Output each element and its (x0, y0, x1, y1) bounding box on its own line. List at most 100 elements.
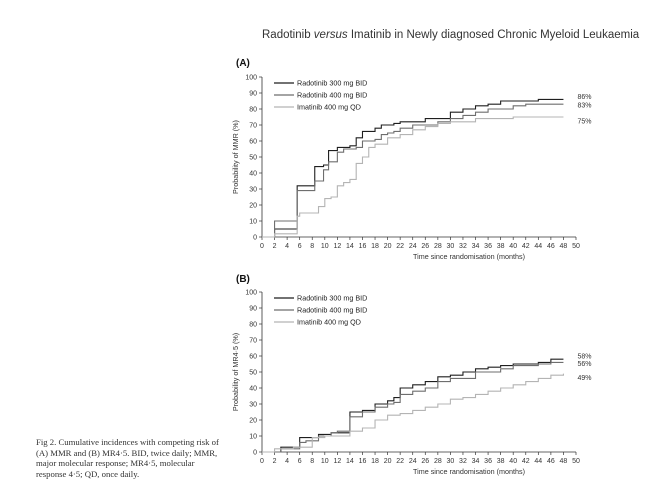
y-tick-label: 0 (253, 235, 257, 242)
series-end-label: 58% (577, 354, 591, 361)
legend-entry: Imatinib 400 mg QD (297, 318, 361, 327)
x-tick-label: 18 (371, 458, 379, 465)
series-line (262, 103, 564, 238)
x-tick-label: 46 (547, 243, 555, 250)
x-tick-label: 50 (572, 458, 580, 465)
legend-entry: Imatinib 400 mg QD (297, 103, 361, 112)
x-tick-label: 34 (472, 243, 480, 250)
x-tick-label: 6 (298, 458, 302, 465)
x-tick-label: 48 (560, 243, 568, 250)
x-tick-label: 44 (534, 458, 542, 465)
x-tick-label: 30 (447, 243, 455, 250)
caption-text: Cumulative incidences with competing ris… (36, 437, 219, 479)
y-tick-label: 50 (249, 370, 257, 377)
x-tick-label: 8 (310, 458, 314, 465)
x-tick-label: 14 (346, 458, 354, 465)
x-tick-label: 50 (572, 243, 580, 250)
panel-label: (B) (236, 274, 250, 285)
x-tick-label: 0 (260, 458, 264, 465)
x-tick-label: 16 (359, 458, 367, 465)
y-tick-label: 100 (245, 290, 257, 297)
x-tick-label: 28 (434, 458, 442, 465)
y-tick-label: 40 (249, 171, 257, 178)
x-tick-label: 4 (285, 458, 289, 465)
series-end-label: 83% (577, 103, 591, 110)
x-tick-label: 14 (346, 243, 354, 250)
series-line (262, 358, 564, 453)
caption-label: Fig 2. (36, 437, 57, 447)
header-title-part2: Imatinib in Newly diagnosed Chronic Myel… (347, 29, 640, 41)
y-tick-label: 30 (249, 402, 257, 409)
legend-entry: Radotinib 300 mg BID (297, 79, 367, 88)
y-tick-label: 10 (249, 434, 257, 441)
x-tick-label: 38 (497, 243, 505, 250)
y-tick-label: 80 (249, 322, 257, 329)
x-tick-label: 32 (459, 243, 467, 250)
x-tick-label: 26 (421, 243, 429, 250)
x-tick-label: 18 (371, 243, 379, 250)
y-tick-label: 10 (249, 219, 257, 226)
x-tick-label: 6 (298, 243, 302, 250)
y-tick-label: 90 (249, 91, 257, 98)
y-tick-label: 50 (249, 155, 257, 162)
legend-entry: Radotinib 300 mg BID (297, 294, 367, 303)
y-tick-label: 90 (249, 306, 257, 313)
x-tick-label: 4 (285, 243, 289, 250)
x-tick-label: 20 (384, 458, 392, 465)
x-tick-label: 12 (333, 243, 341, 250)
y-tick-label: 20 (249, 203, 257, 210)
series-end-label: 86% (577, 94, 591, 101)
x-tick-label: 28 (434, 243, 442, 250)
y-tick-label: 60 (249, 139, 257, 146)
x-tick-label: 20 (384, 243, 392, 250)
x-tick-label: 26 (421, 458, 429, 465)
y-tick-label: 60 (249, 354, 257, 361)
x-tick-label: 40 (509, 243, 517, 250)
x-tick-label: 22 (396, 243, 404, 250)
x-tick-label: 34 (472, 458, 480, 465)
x-tick-label: 12 (333, 458, 341, 465)
x-tick-label: 38 (497, 458, 505, 465)
series-end-label: 49% (577, 375, 591, 382)
x-tick-label: 42 (522, 243, 530, 250)
x-tick-label: 48 (560, 458, 568, 465)
x-tick-label: 36 (484, 458, 492, 465)
series-line (262, 116, 564, 238)
header-title-part1: Radotinib (262, 29, 314, 41)
y-tick-label: 30 (249, 187, 257, 194)
y-tick-label: 70 (249, 123, 257, 130)
x-tick-label: 10 (321, 243, 329, 250)
x-tick-label: 22 (396, 458, 404, 465)
series-end-label: 75% (577, 119, 591, 126)
x-tick-label: 8 (310, 243, 314, 250)
y-tick-label: 70 (249, 338, 257, 345)
y-axis-label: Probability of MMR (%) (231, 120, 240, 194)
y-tick-label: 40 (249, 386, 257, 393)
series-line (262, 373, 564, 453)
series-end-label: 56% (577, 361, 591, 368)
x-tick-label: 30 (447, 458, 455, 465)
x-tick-label: 44 (534, 243, 542, 250)
x-tick-label: 40 (509, 458, 517, 465)
x-tick-label: 32 (459, 458, 467, 465)
y-tick-label: 100 (245, 75, 257, 82)
x-tick-label: 24 (409, 458, 417, 465)
x-tick-label: 24 (409, 243, 417, 250)
panel-label: (A) (236, 58, 250, 69)
series-line (262, 361, 564, 453)
x-tick-label: 42 (522, 458, 530, 465)
page-header-title: Radotinib versus Imatinib in Newly diagn… (262, 29, 639, 41)
x-axis-label: Time since randomisation (months) (413, 252, 525, 261)
x-tick-label: 10 (321, 458, 329, 465)
header-title-italic: versus (313, 29, 348, 41)
x-tick-label: 0 (260, 243, 264, 250)
x-tick-label: 2 (273, 458, 277, 465)
x-axis-label: Time since randomisation (months) (413, 467, 525, 476)
series-line (262, 98, 564, 238)
y-axis-label: Probability of MR4·5 (%) (231, 333, 240, 411)
x-tick-label: 16 (359, 243, 367, 250)
x-tick-label: 36 (484, 243, 492, 250)
legend-entry: Radotinib 400 mg BID (297, 91, 367, 100)
y-tick-label: 20 (249, 418, 257, 425)
